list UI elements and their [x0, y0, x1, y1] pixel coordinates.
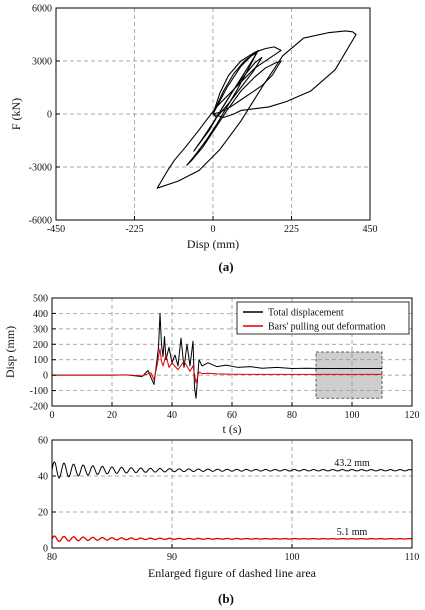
b2-x-tick-label-3: 110 — [405, 552, 420, 563]
chart-b-time-history: 0 20 40 60 80 100 1205004003002001000-100-200 … — [3, 294, 420, 437]
a-y-tick-label-3: -3000 — [29, 163, 52, 174]
a-y-tick-label-2: 0 — [47, 110, 52, 121]
a-x-tick-label-3: 225 — [284, 224, 299, 235]
chart-a-y-axis-label: F (kN) — [9, 98, 23, 130]
hysteresis-loop-0 — [156, 30, 357, 189]
b2-x-tick-label-0: 80 — [47, 552, 57, 563]
a-x-tick-label-0: -450 — [47, 224, 65, 235]
legend-label-total-displacement: Total displacement — [268, 308, 344, 319]
b1-y-tick-label-6: -100 — [30, 386, 48, 397]
chart-b-x-axis-label: t (s) — [223, 422, 242, 436]
b1-x-tick-label-1: 20 — [107, 410, 117, 421]
b1-x-tick-label-4: 80 — [287, 410, 297, 421]
b1-x-tick-label-6: 120 — [405, 410, 420, 421]
chart-b-enlarged-grid — [52, 440, 412, 548]
chart-b-enlarged-series — [51, 461, 413, 543]
b1-x-tick-label-2: 40 — [167, 410, 177, 421]
b2-y-tick-label-0: 60 — [38, 436, 48, 447]
hysteresis-loop-2 — [193, 49, 263, 152]
b1-y-tick-label-5: 0 — [43, 371, 48, 382]
a-y-tick-label-4: -6000 — [29, 216, 52, 227]
chart-a-ticks: -450 -225 0 225 450 6000 3000 0 -3000 -6000 — [29, 4, 378, 236]
series-bars-pulling-out — [52, 348, 382, 384]
a-x-tick-label-1: -225 — [125, 224, 143, 235]
b2-y-tick-label-3: 0 — [43, 544, 48, 555]
chart-b-series — [52, 312, 382, 399]
b1-y-tick-label-3: 200 — [33, 340, 48, 351]
b1-y-tick-label-1: 400 — [33, 309, 48, 320]
series-enlarged-total — [51, 461, 413, 479]
annotation-total-value: 43.2 mm — [334, 458, 370, 469]
chart-a-hysteresis: -450 -225 0 225 450 6000 3000 0 -3000 -6000 F (kN… — [9, 4, 378, 275]
b2-y-tick-label-1: 40 — [38, 472, 48, 483]
b2-y-tick-label-2: 20 — [38, 508, 48, 519]
chart-b-ticks: 0 20 40 60 80 100 120 500 400 300 200 100 0 -100 -200 — [30, 294, 420, 422]
chart-a-series — [156, 30, 357, 189]
b2-x-tick-label-2: 100 — [285, 552, 300, 563]
a-y-tick-label-0: 6000 — [32, 4, 52, 15]
b1-y-tick-label-7: -200 — [30, 402, 48, 413]
annotation-pullout-value: 5.1 mm — [337, 527, 368, 538]
b1-y-tick-label-2: 300 — [33, 324, 48, 335]
chart-b-enlarged-x-axis-label: Enlarged figure of dashed line area — [148, 566, 317, 580]
a-x-tick-label-2: 0 — [211, 224, 216, 235]
a-x-tick-label-4: 450 — [363, 224, 378, 235]
b1-x-tick-label-0: 0 — [50, 410, 55, 421]
chart-b-legend-box — [236, 301, 410, 335]
chart-b-y-axis-label: Disp (mm) — [3, 326, 17, 378]
chart-b-enlarged-plot-frame — [51, 439, 413, 549]
chart-b-legend: Total displacement Bars' pulling out def… — [236, 301, 410, 335]
hysteresis-loop-1 — [186, 52, 282, 166]
b1-x-tick-label-5: 100 — [345, 410, 360, 421]
series-enlarged-pullout — [51, 535, 413, 543]
chart-b-enlarged: 80 90 100 110 60 40 20 0 43.2 mm 5.1 mm Enlarge… — [38, 436, 419, 607]
b1-x-tick-label-3: 60 — [227, 410, 237, 421]
legend-label-bars-pulling-out: Bars' pulling out deformation — [268, 322, 386, 333]
panel-label-a: (a) — [218, 259, 233, 274]
panel-label-b: (b) — [218, 591, 234, 606]
b1-y-tick-label-4: 100 — [33, 355, 48, 366]
chart-a-x-axis-label: Disp (mm) — [187, 237, 239, 251]
b2-x-tick-label-1: 90 — [167, 552, 177, 563]
chart-b-enlarged-ticks: 80 90 100 110 60 40 20 0 — [38, 436, 419, 564]
series-total-displacement — [52, 312, 382, 399]
a-y-tick-label-1: 3000 — [32, 57, 52, 68]
b1-y-tick-label-0: 500 — [33, 294, 48, 305]
